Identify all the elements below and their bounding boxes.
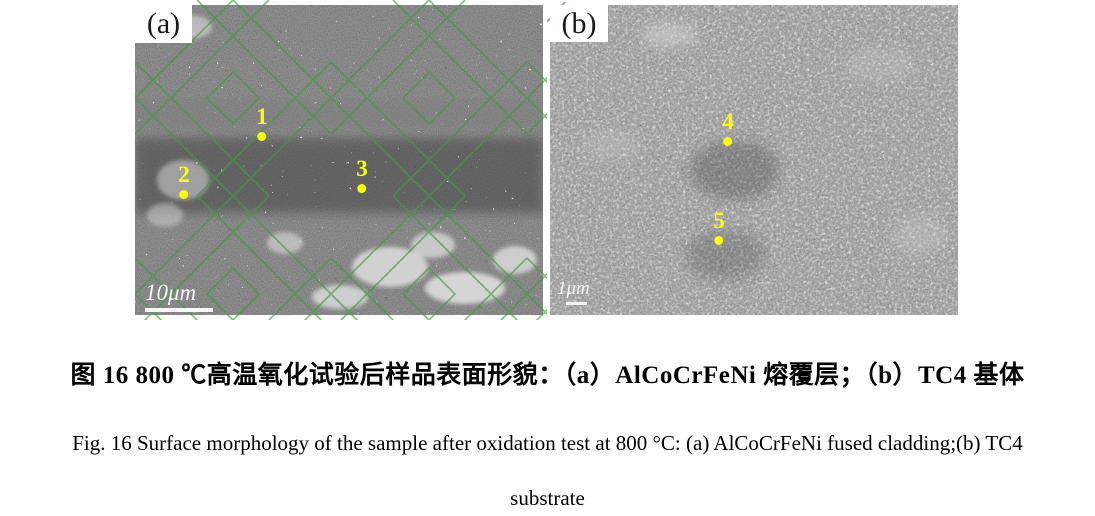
- eds-point-5: 5: [713, 209, 725, 245]
- eds-point-2-dot: [179, 190, 189, 199]
- scale-bar-a: 10μm: [145, 281, 213, 312]
- eds-point-4-dot: [723, 137, 733, 146]
- scale-bar-a-line: [145, 308, 213, 312]
- panel-label-a: (a): [135, 5, 192, 43]
- scale-bar-a-text: 10μm: [145, 280, 197, 305]
- eds-point-3: 3: [356, 157, 368, 193]
- eds-point-5-dot: [714, 236, 724, 245]
- eds-point-5-number: 5: [713, 208, 725, 233]
- panel-label-b-text: (b): [561, 6, 597, 40]
- sem-panel-a: (a) 1 2 3 10μm: [135, 0, 547, 320]
- scale-bar-b-text: 1μm: [557, 278, 590, 299]
- eds-point-1-dot: [257, 132, 267, 141]
- eds-point-4-number: 4: [722, 109, 734, 134]
- caption-english-line2: substrate: [510, 486, 585, 510]
- panel-label-b: (b): [550, 5, 608, 42]
- caption-chinese: 图 16 800 ℃高温氧化试验后样品表面形貌：（a）AlCoCrFeNi 熔覆…: [70, 362, 1025, 389]
- scale-bar-b: 1μm: [557, 279, 590, 305]
- caption-english-line1: Fig. 16 Surface morphology of the sample…: [72, 431, 1023, 455]
- sem-image-b: [550, 5, 958, 315]
- eds-point-1: 1: [256, 105, 268, 141]
- eds-point-1-number: 1: [256, 104, 268, 129]
- panel-label-a-text: (a): [146, 7, 181, 40]
- eds-point-3-dot: [357, 184, 367, 193]
- eds-point-2-number: 2: [178, 162, 190, 187]
- scale-bar-b-line: [566, 302, 587, 305]
- sem-panel-b: (b) 4 5 1μm: [547, 1, 958, 315]
- eds-point-4: 4: [722, 110, 734, 146]
- sem-image-a: [135, 5, 543, 315]
- eds-point-2: 2: [178, 163, 190, 199]
- eds-point-3-number: 3: [356, 156, 368, 181]
